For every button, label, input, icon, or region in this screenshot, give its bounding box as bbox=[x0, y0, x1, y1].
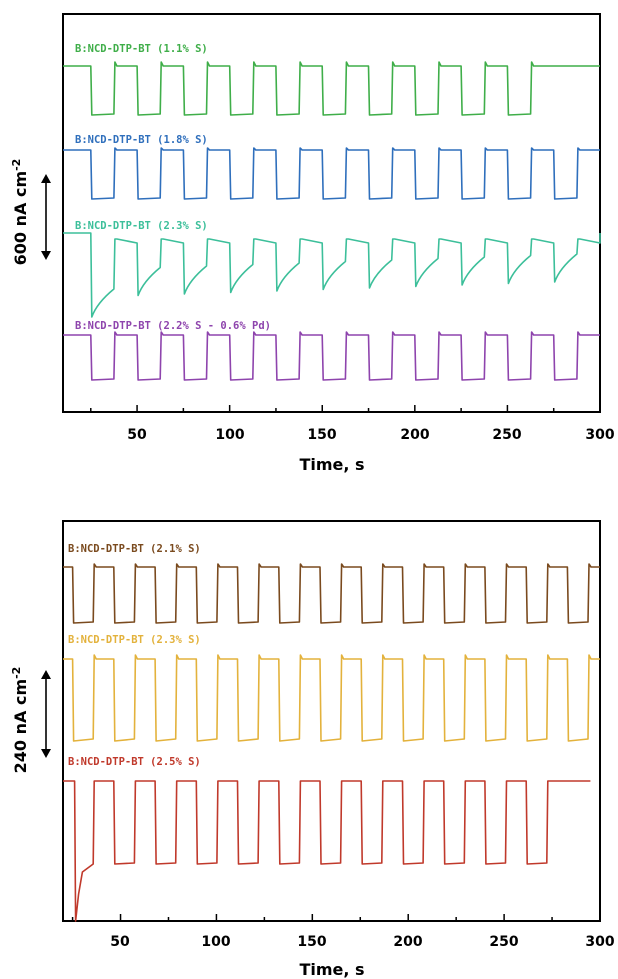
series-label: B:NCD-DTP-BT (2.3% S) bbox=[75, 220, 208, 232]
x-tick-label: 250 bbox=[489, 934, 518, 950]
series-label: B:NCD-DTP-BT (2.5% S) bbox=[68, 756, 201, 768]
x-tick-label: 300 bbox=[585, 934, 614, 950]
series-trace bbox=[63, 654, 600, 742]
plot-frame bbox=[62, 13, 601, 413]
series-trace bbox=[63, 563, 600, 624]
x-axis-title: Time, s bbox=[299, 455, 364, 474]
x-tick-label: 150 bbox=[297, 934, 326, 950]
scale-bar-arrow bbox=[41, 670, 51, 758]
x-tick-label: 50 bbox=[127, 427, 147, 443]
x-axis-ticks bbox=[71, 914, 601, 921]
series-trace bbox=[63, 147, 600, 200]
plot-frame bbox=[62, 520, 601, 922]
x-tick-label: 100 bbox=[201, 934, 230, 950]
series-trace bbox=[63, 331, 600, 381]
x-tick-label: 50 bbox=[110, 934, 130, 950]
x-tick-label: 250 bbox=[492, 427, 521, 443]
chart-panel-top: 50 100 150 200 250 300 Time, s 600 nA cm… bbox=[10, 13, 615, 474]
series-label: B:NCD-DTP-BT (1.1% S) bbox=[75, 43, 208, 55]
series-trace bbox=[63, 232, 601, 318]
y-axis-title: 240 nA cm-2 bbox=[10, 667, 30, 774]
scale-bar-arrow bbox=[41, 174, 51, 260]
series-label: B:NCD-DTP-BT (2.1% S) bbox=[68, 543, 201, 555]
x-axis-title: Time, s bbox=[299, 960, 364, 979]
x-axis-ticks bbox=[90, 405, 601, 412]
x-tick-label: 200 bbox=[393, 934, 422, 950]
series-label: B:NCD-DTP-BT (2.2% S - 0.6% Pd) bbox=[75, 320, 271, 332]
series-trace bbox=[63, 61, 600, 116]
x-tick-label: 100 bbox=[215, 427, 244, 443]
series-label: B:NCD-DTP-BT (1.8% S) bbox=[75, 134, 208, 146]
chart-panel-bottom: 50 100 150 200 250 300 Time, s 240 nA cm… bbox=[10, 520, 615, 979]
y-axis-title: 600 nA cm-2 bbox=[10, 159, 30, 266]
x-tick-label: 150 bbox=[307, 427, 336, 443]
series-trace bbox=[63, 780, 591, 922]
x-tick-label: 200 bbox=[400, 427, 429, 443]
x-tick-label: 300 bbox=[585, 427, 614, 443]
series-label: B:NCD-DTP-BT (2.3% S) bbox=[68, 634, 201, 646]
